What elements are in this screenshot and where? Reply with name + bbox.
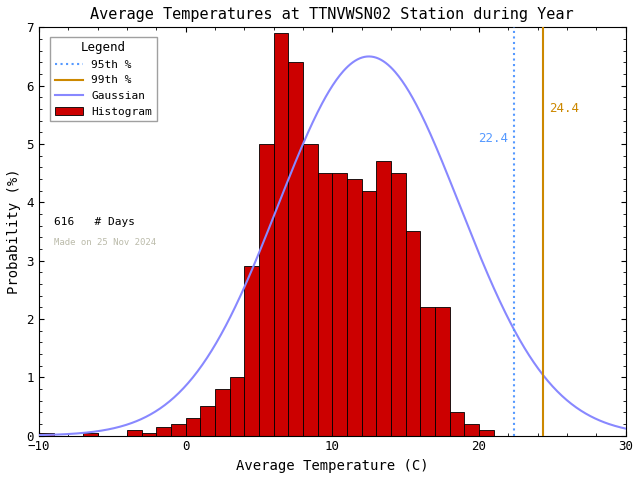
Bar [449, 412, 464, 436]
Bar [464, 424, 479, 436]
Text: Made on 25 Nov 2024: Made on 25 Nov 2024 [54, 238, 156, 247]
Text: 616   # Days: 616 # Days [54, 217, 134, 227]
Bar [186, 418, 200, 436]
Bar [362, 191, 376, 436]
Legend: 95th %, 99th %, Gaussian, Histogram: 95th %, 99th %, Gaussian, Histogram [51, 37, 157, 121]
Bar [259, 144, 273, 436]
Bar [156, 427, 171, 436]
Bar [141, 433, 156, 436]
Bar [244, 266, 259, 436]
Bar [479, 430, 493, 436]
Bar [230, 377, 244, 436]
Bar [273, 33, 288, 436]
X-axis label: Average Temperature (C): Average Temperature (C) [236, 459, 429, 473]
Text: 22.4: 22.4 [478, 132, 508, 144]
Bar [127, 430, 141, 436]
Bar [347, 179, 362, 436]
Bar [376, 161, 391, 436]
Bar [215, 389, 230, 436]
Bar [435, 307, 449, 436]
Bar [200, 407, 215, 436]
Title: Average Temperatures at TTNVWSN02 Station during Year: Average Temperatures at TTNVWSN02 Statio… [90, 7, 574, 22]
Bar [288, 62, 303, 436]
Bar [406, 231, 420, 436]
Bar [420, 307, 435, 436]
Bar [391, 173, 406, 436]
Bar [171, 424, 186, 436]
Bar [39, 433, 54, 436]
Bar [303, 144, 317, 436]
Bar [317, 173, 332, 436]
Bar [83, 433, 97, 436]
Text: 24.4: 24.4 [549, 102, 579, 116]
Y-axis label: Probability (%): Probability (%) [7, 168, 21, 294]
Bar [332, 173, 347, 436]
